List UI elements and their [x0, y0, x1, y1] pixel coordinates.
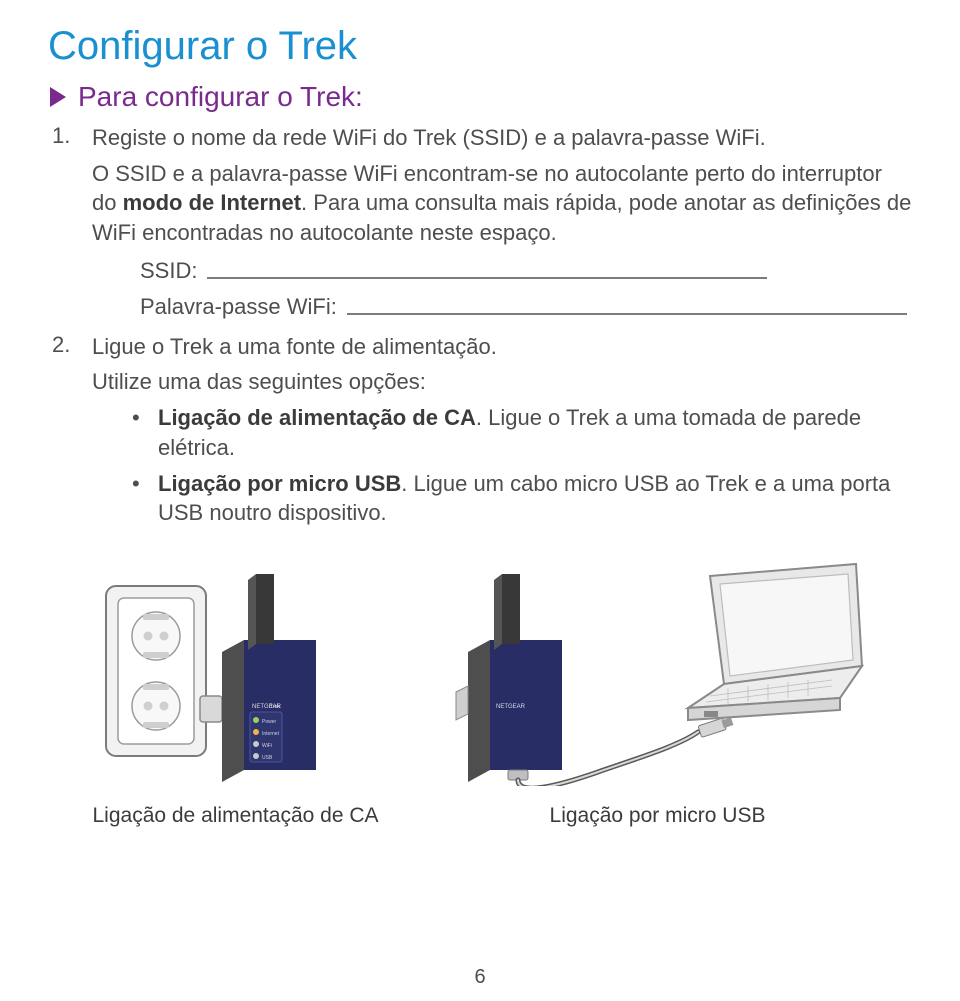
illus-ac: NETGEAR Trek Power Internet WiFi USB Lig…: [92, 556, 378, 828]
field-password-line[interactable]: [347, 313, 907, 315]
option-usb-bold: Ligação por micro USB: [158, 471, 401, 496]
field-password-label: Palavra-passe WiFi:: [140, 294, 337, 320]
option-ac: Ligação de alimentação de CA. Ligue o Tr…: [132, 403, 912, 462]
illus-usb: NETGEAR: [448, 556, 868, 828]
step-2-text: Ligue o Trek a uma fonte de alimentação.: [92, 332, 912, 362]
step-2-para: Utilize uma das seguintes opções:: [92, 367, 912, 397]
option-ac-bold: Ligação de alimentação de CA: [158, 405, 476, 430]
step-2-options: Ligação de alimentação de CA. Ligue o Tr…: [92, 403, 912, 528]
caption-ac: Ligação de alimentação de CA: [92, 804, 378, 828]
step-1-text: Registe o nome da rede WiFi do Trek (SSI…: [92, 123, 912, 153]
option-usb: Ligação por micro USB. Ligue um cabo mic…: [132, 469, 912, 528]
page-number: 6: [474, 966, 485, 989]
arrow-icon: [50, 87, 66, 107]
field-password: Palavra-passe WiFi:: [92, 294, 912, 320]
step-1-para: O SSID e a palavra-passe WiFi encontram-…: [92, 159, 912, 248]
ac-illustration-svg: NETGEAR Trek Power Internet WiFi USB: [96, 556, 376, 786]
steps-list: Registe o nome da rede WiFi do Trek (SSI…: [48, 123, 912, 528]
svg-text:Trek: Trek: [270, 704, 280, 710]
svg-text:USB: USB: [262, 755, 273, 761]
svg-text:Internet: Internet: [262, 731, 280, 737]
illustrations: NETGEAR Trek Power Internet WiFi USB Lig…: [48, 556, 912, 828]
caption-usb: Ligação por micro USB: [550, 804, 766, 828]
field-ssid-label: SSID:: [140, 258, 197, 284]
step-2: Ligue o Trek a uma fonte de alimentação.…: [48, 332, 912, 528]
svg-text:WiFi: WiFi: [262, 743, 272, 749]
svg-text:Power: Power: [262, 719, 277, 725]
field-ssid-line[interactable]: [207, 277, 767, 279]
svg-text:NETGEAR: NETGEAR: [496, 704, 526, 710]
subhead-row: Para configurar o Trek:: [48, 81, 912, 113]
step-1: Registe o nome da rede WiFi do Trek (SSI…: [48, 123, 912, 320]
field-ssid: SSID:: [92, 258, 912, 284]
page-title: Configurar o Trek: [48, 24, 912, 69]
subhead: Para configurar o Trek:: [78, 81, 363, 113]
step-1-bold: modo de Internet: [123, 190, 301, 215]
usb-illustration-svg: NETGEAR: [448, 556, 868, 786]
